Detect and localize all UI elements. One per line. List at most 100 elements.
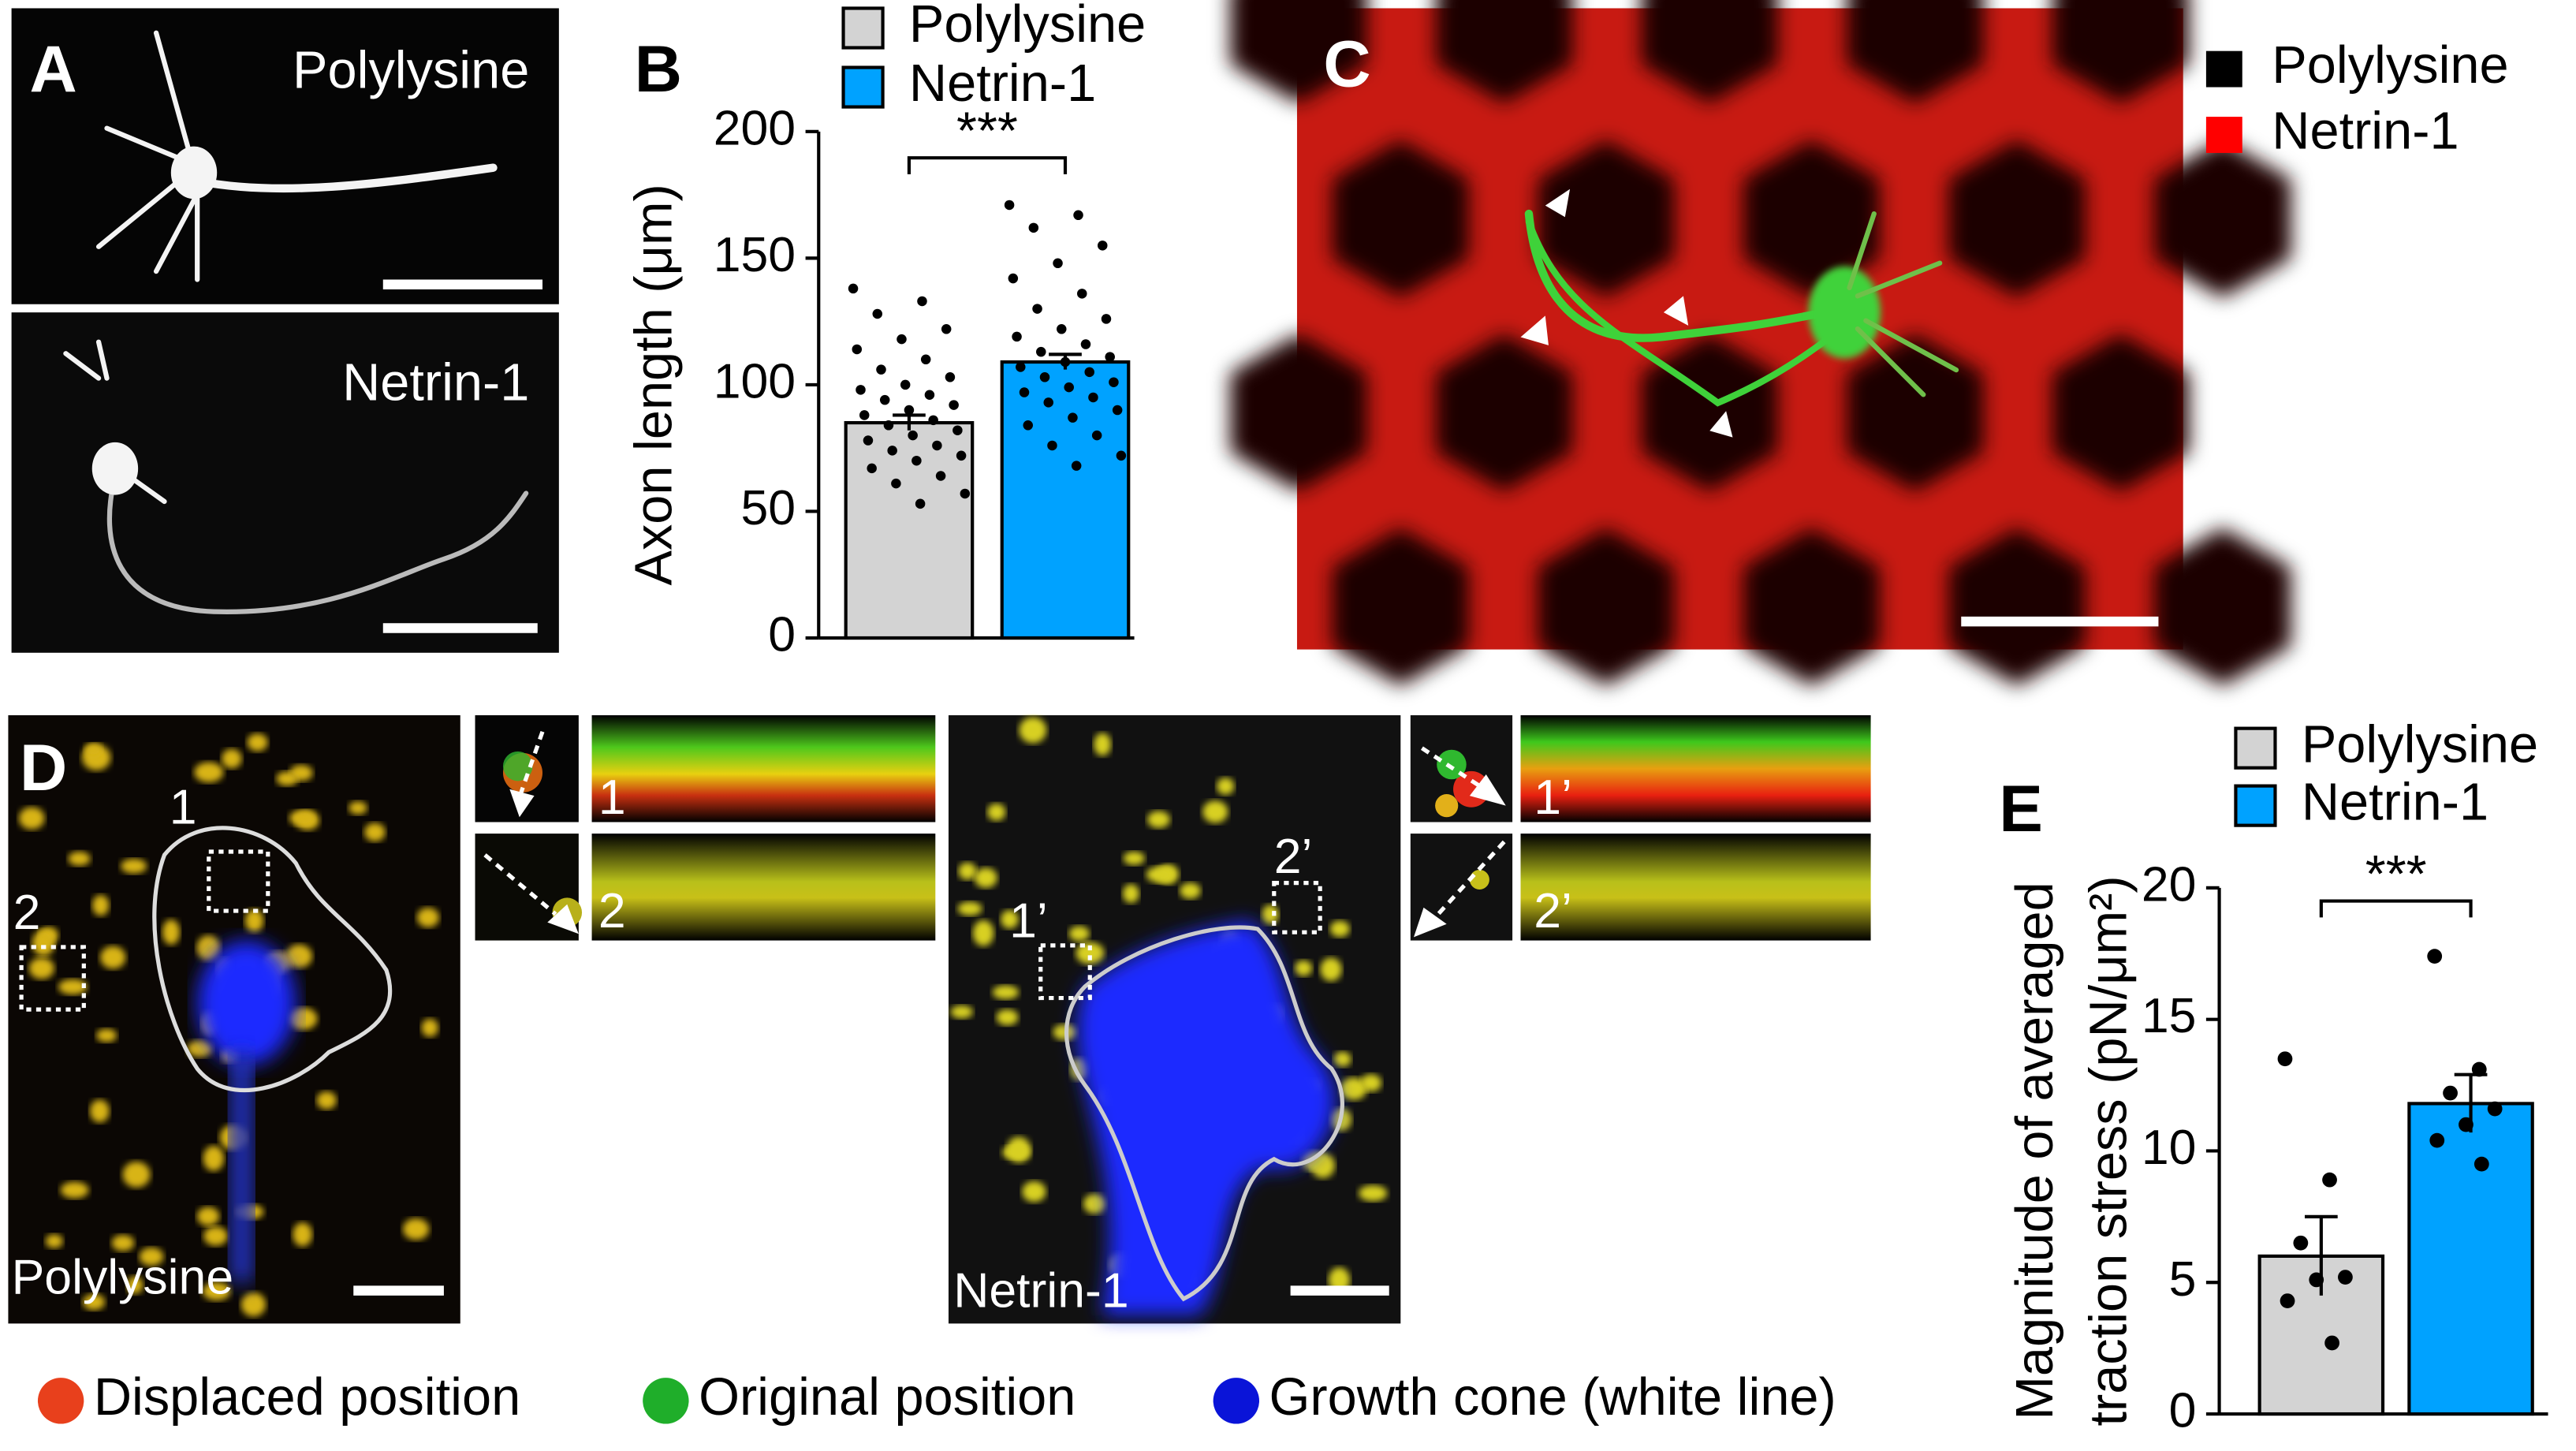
bead bbox=[289, 1007, 318, 1030]
arrowheads bbox=[1520, 188, 1733, 438]
bead bbox=[1333, 1051, 1351, 1067]
inset-label: 2 bbox=[598, 883, 626, 938]
kymograph bbox=[591, 714, 936, 822]
axon bbox=[229, 1052, 254, 1283]
bead bbox=[364, 822, 386, 842]
legend-swatch bbox=[1213, 1378, 1260, 1424]
bead bbox=[187, 1040, 213, 1057]
data-point bbox=[1004, 200, 1015, 211]
bead bbox=[58, 979, 88, 995]
bead bbox=[82, 1293, 106, 1311]
hole bbox=[1332, 528, 1469, 686]
bead bbox=[1001, 910, 1019, 929]
axis-title: traction stress (pN/μm²) bbox=[2080, 875, 2138, 1426]
bead bbox=[122, 1162, 151, 1188]
bead bbox=[1310, 1152, 1335, 1178]
data-point bbox=[911, 455, 922, 466]
bead bbox=[972, 919, 994, 946]
hole bbox=[1948, 528, 2086, 686]
data-point bbox=[848, 283, 859, 294]
data-point bbox=[887, 446, 897, 456]
legend-label: Netrin-1 bbox=[2272, 103, 2459, 161]
data-point bbox=[1064, 382, 1074, 393]
data-point bbox=[1008, 273, 1019, 284]
data-point bbox=[949, 400, 959, 410]
legend-swatch bbox=[2205, 117, 2242, 153]
data-point bbox=[859, 410, 870, 420]
data-point bbox=[1057, 324, 1067, 334]
bar bbox=[844, 420, 975, 640]
legend-label: Displaced position bbox=[94, 1368, 520, 1427]
data-point bbox=[2459, 1117, 2473, 1132]
data-point bbox=[1019, 387, 1030, 397]
bead bbox=[240, 1292, 267, 1317]
bead bbox=[121, 858, 147, 874]
bead bbox=[950, 1005, 973, 1019]
y-tick-label: 10 bbox=[2142, 1120, 2197, 1175]
y-tick-label: 0 bbox=[2169, 1383, 2197, 1438]
cone-outline bbox=[1064, 925, 1344, 1302]
hole bbox=[2052, 334, 2190, 492]
bead bbox=[196, 935, 221, 960]
data-point bbox=[1028, 222, 1039, 233]
hole bbox=[2154, 528, 2291, 686]
hole bbox=[1332, 140, 1469, 298]
bead bbox=[203, 1226, 228, 1246]
bead bbox=[285, 944, 313, 968]
legend-label: Polylysine bbox=[909, 0, 1146, 54]
hole bbox=[1435, 334, 1573, 492]
legend-label: Netrin-1 bbox=[909, 54, 1096, 113]
bead bbox=[1329, 920, 1350, 938]
image-a-top bbox=[11, 8, 559, 304]
data-point bbox=[1012, 331, 1022, 342]
data-point bbox=[891, 478, 901, 489]
data-point bbox=[1047, 440, 1057, 451]
inset-label: 1’ bbox=[1534, 770, 1572, 825]
bead bbox=[222, 748, 242, 769]
data-point bbox=[1112, 405, 1123, 416]
bead bbox=[316, 1091, 337, 1110]
data-point bbox=[2324, 1335, 2339, 1351]
data-point bbox=[879, 394, 890, 405]
axis-title: Axon length (μm) bbox=[625, 184, 684, 585]
bead bbox=[276, 771, 298, 786]
data-point bbox=[876, 364, 886, 375]
hole bbox=[1538, 528, 1675, 686]
bead bbox=[1340, 1077, 1367, 1100]
data-point bbox=[867, 463, 877, 474]
data-point bbox=[863, 435, 874, 446]
bead bbox=[1217, 778, 1235, 795]
kymograph bbox=[1520, 714, 1871, 822]
data-point bbox=[1101, 314, 1112, 324]
data-point bbox=[1071, 461, 1082, 471]
bead bbox=[196, 1207, 220, 1226]
data-point bbox=[2443, 1085, 2458, 1101]
legend-swatch bbox=[2234, 784, 2277, 827]
growth-cone bbox=[197, 940, 296, 1066]
bead bbox=[126, 1276, 144, 1294]
inset-label: 2’ bbox=[1534, 883, 1572, 938]
bead bbox=[96, 1028, 117, 1043]
data-point bbox=[1068, 412, 1078, 423]
bead bbox=[1262, 905, 1279, 925]
panel-letter: D bbox=[20, 731, 67, 804]
legend-swatch bbox=[841, 65, 885, 109]
bead bbox=[996, 1009, 1019, 1026]
bead bbox=[194, 762, 224, 783]
legend-swatch bbox=[37, 1378, 84, 1424]
data-point bbox=[883, 420, 894, 431]
data-point bbox=[1088, 392, 1098, 403]
hole bbox=[1847, 334, 1984, 492]
data-point bbox=[928, 415, 938, 426]
bead bbox=[92, 894, 110, 916]
d-legend: Displaced position Original position Growt… bbox=[37, 1368, 1836, 1427]
bead bbox=[1147, 811, 1170, 829]
data-point bbox=[897, 334, 907, 345]
bead bbox=[1294, 960, 1313, 976]
hole bbox=[1743, 140, 1881, 298]
data-point bbox=[1032, 304, 1042, 314]
bead bbox=[974, 867, 997, 888]
bead bbox=[162, 919, 181, 946]
data-point bbox=[900, 379, 911, 390]
data-point bbox=[1073, 210, 1083, 221]
